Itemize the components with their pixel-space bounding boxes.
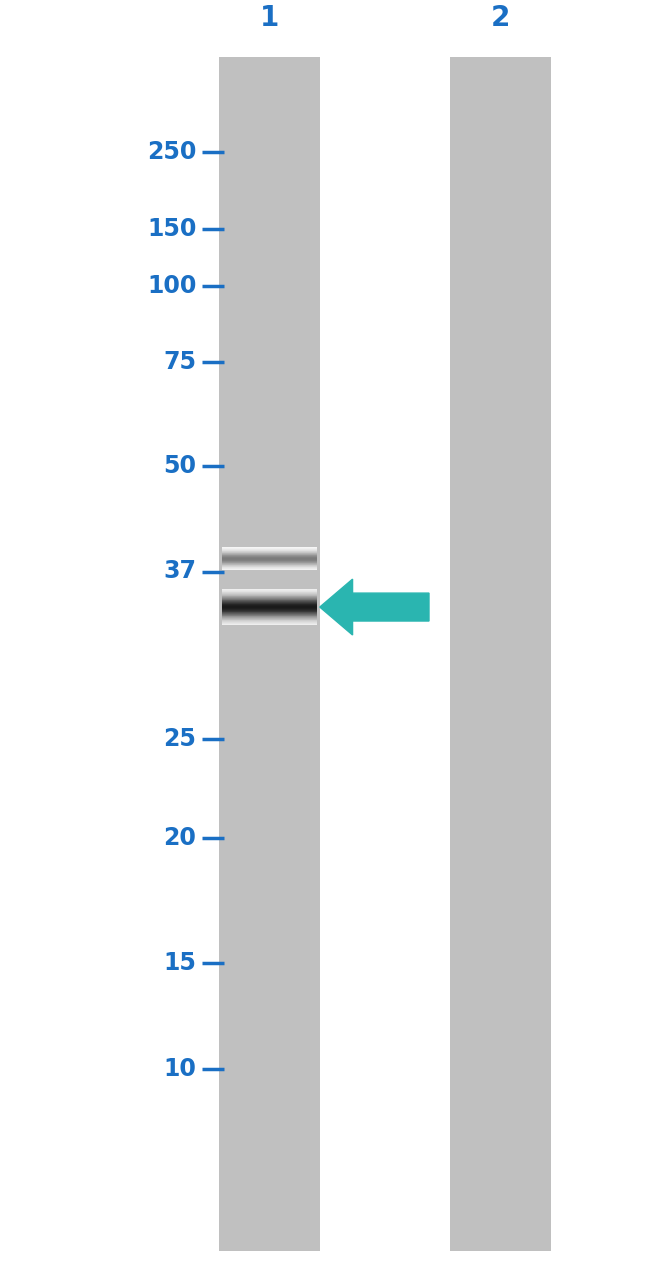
Text: 15: 15: [163, 951, 196, 974]
Text: 25: 25: [163, 728, 196, 751]
Text: 2: 2: [491, 4, 510, 32]
Text: 250: 250: [147, 141, 196, 164]
Text: 150: 150: [147, 217, 196, 240]
Bar: [450, 57, 551, 1251]
Text: 37: 37: [163, 560, 196, 583]
Text: 100: 100: [147, 274, 196, 297]
Bar: [219, 57, 320, 1251]
Text: 20: 20: [163, 827, 196, 850]
Text: 50: 50: [163, 455, 196, 478]
FancyArrow shape: [320, 579, 429, 635]
Text: 10: 10: [163, 1058, 196, 1081]
Text: 75: 75: [163, 351, 196, 373]
Text: 1: 1: [260, 4, 280, 32]
